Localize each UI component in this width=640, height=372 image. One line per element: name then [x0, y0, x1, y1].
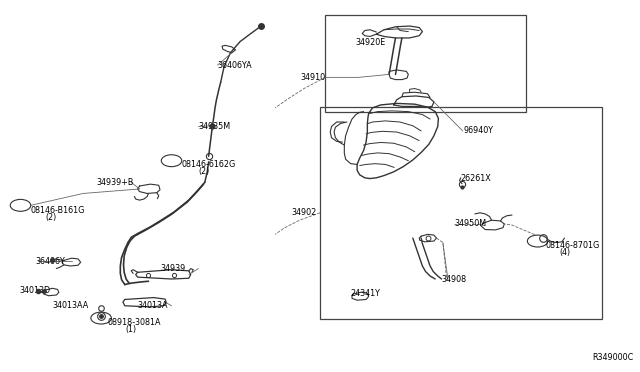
- Text: B: B: [18, 201, 23, 210]
- Circle shape: [527, 235, 548, 247]
- Text: 36406Y: 36406Y: [35, 257, 65, 266]
- Text: 34910: 34910: [300, 73, 325, 82]
- Circle shape: [10, 199, 31, 211]
- Text: 34939+B: 34939+B: [96, 178, 133, 187]
- Text: 34935M: 34935M: [198, 122, 230, 131]
- Text: 24341Y: 24341Y: [351, 289, 381, 298]
- Text: 34013A: 34013A: [138, 301, 168, 310]
- Text: 34920E: 34920E: [355, 38, 385, 47]
- Text: (2): (2): [198, 167, 209, 176]
- Text: 34902: 34902: [292, 208, 317, 217]
- Text: R349000C: R349000C: [593, 353, 634, 362]
- Text: 34013AA: 34013AA: [52, 301, 89, 310]
- Text: (1): (1): [125, 326, 137, 334]
- Circle shape: [161, 155, 182, 167]
- Text: (2): (2): [45, 213, 57, 222]
- Text: 34013D: 34013D: [19, 286, 51, 295]
- Text: N: N: [99, 314, 104, 323]
- Text: 96940Y: 96940Y: [464, 126, 494, 135]
- Text: S: S: [169, 156, 174, 165]
- Text: B: B: [535, 237, 540, 246]
- Text: 08146-8701G: 08146-8701G: [545, 241, 600, 250]
- Text: 36406YA: 36406YA: [218, 61, 252, 70]
- Bar: [320, 107, 602, 319]
- Bar: [325, 15, 526, 112]
- Circle shape: [91, 312, 111, 324]
- Text: 34939: 34939: [160, 264, 185, 273]
- Text: 34908: 34908: [442, 275, 467, 284]
- Text: 08146-6162G: 08146-6162G: [181, 160, 236, 169]
- Text: 08918-3081A: 08918-3081A: [108, 318, 161, 327]
- Text: 34950M: 34950M: [454, 219, 486, 228]
- Text: 26261X: 26261X: [461, 174, 492, 183]
- Text: (4): (4): [559, 248, 570, 257]
- Text: 08146-B161G: 08146-B161G: [30, 206, 84, 215]
